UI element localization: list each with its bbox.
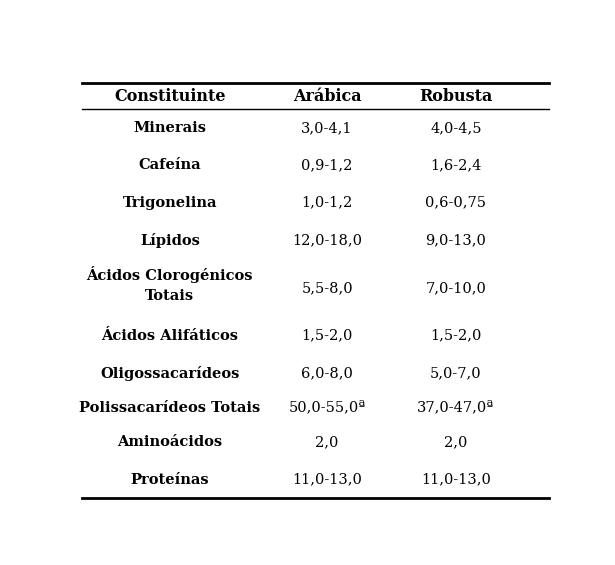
Text: 1,5-2,0: 1,5-2,0: [430, 329, 482, 342]
Text: 0,6-0,75: 0,6-0,75: [426, 195, 486, 210]
Text: 7,0-10,0: 7,0-10,0: [426, 281, 486, 295]
Text: Robusta: Robusta: [419, 88, 493, 105]
Text: Trigonelina: Trigonelina: [122, 195, 217, 210]
Text: 6,0-8,0: 6,0-8,0: [301, 366, 353, 380]
Text: Ácidos Alifáticos: Ácidos Alifáticos: [101, 329, 239, 342]
Text: Oligossacarídeos: Oligossacarídeos: [100, 366, 239, 381]
Text: 4,0-4,5: 4,0-4,5: [430, 121, 482, 135]
Text: 11,0-13,0: 11,0-13,0: [292, 473, 362, 487]
Text: 5,5-8,0: 5,5-8,0: [301, 281, 353, 295]
Text: Ácidos Clorogénicos
Totais: Ácidos Clorogénicos Totais: [87, 266, 253, 303]
Text: 0,9-1,2: 0,9-1,2: [301, 158, 353, 172]
Text: 5,0-7,0: 5,0-7,0: [430, 366, 482, 380]
Text: Polissacarídeos Totais: Polissacarídeos Totais: [79, 401, 260, 415]
Text: Constituinte: Constituinte: [114, 88, 226, 105]
Text: 2,0: 2,0: [315, 436, 339, 449]
Text: Aminoácidos: Aminoácidos: [117, 436, 223, 449]
Text: 11,0-13,0: 11,0-13,0: [421, 473, 491, 487]
Text: Arábica: Arábica: [293, 88, 362, 105]
Text: Cafeína: Cafeína: [138, 158, 201, 172]
Text: 3,0-4,1: 3,0-4,1: [301, 121, 353, 135]
Text: Proteínas: Proteínas: [130, 473, 209, 487]
Text: 50,0-55,0ª: 50,0-55,0ª: [288, 401, 366, 415]
Text: 1,5-2,0: 1,5-2,0: [301, 329, 353, 342]
Text: 2,0: 2,0: [444, 436, 467, 449]
Text: 37,0-47,0ª: 37,0-47,0ª: [417, 401, 494, 415]
Text: 9,0-13,0: 9,0-13,0: [426, 233, 486, 247]
Text: Minerais: Minerais: [133, 121, 206, 135]
Text: Lípidos: Lípidos: [140, 233, 200, 247]
Text: 1,0-1,2: 1,0-1,2: [301, 195, 353, 210]
Text: 1,6-2,4: 1,6-2,4: [430, 158, 482, 172]
Text: 12,0-18,0: 12,0-18,0: [292, 233, 362, 247]
